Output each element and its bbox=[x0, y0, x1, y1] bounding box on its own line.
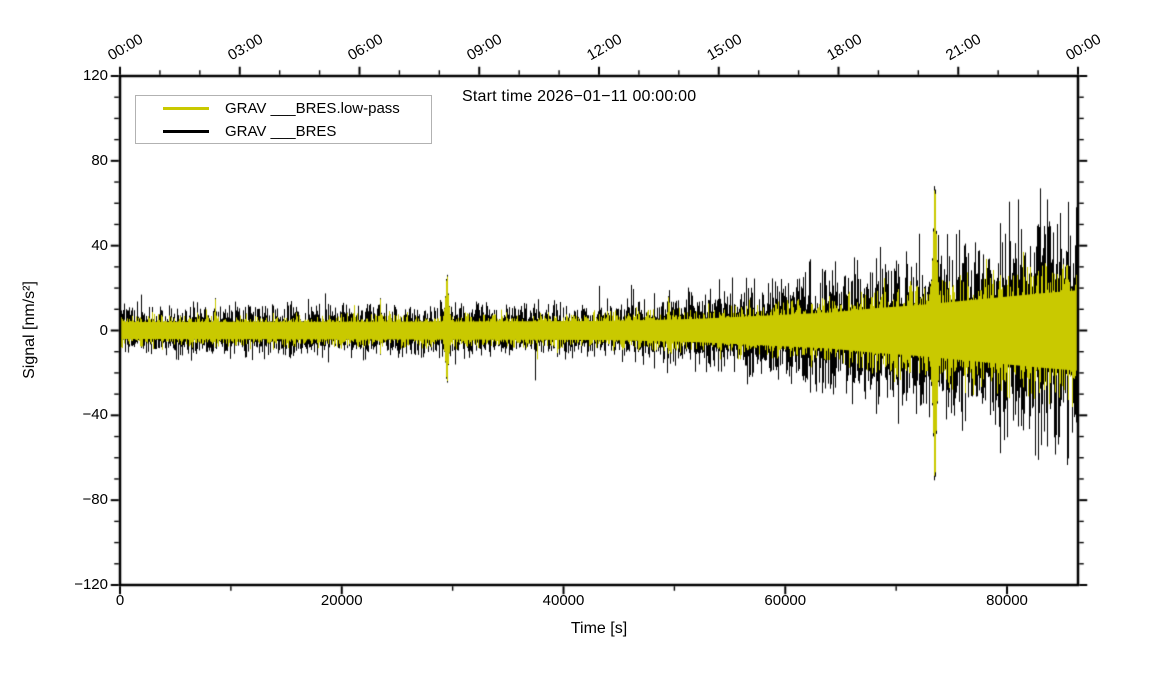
chart-title: Start time 2026−01−11 00:00:00 bbox=[462, 88, 697, 105]
y-tick-label: 0 bbox=[99, 321, 108, 339]
x-tick-label: 60000 bbox=[764, 592, 807, 609]
legend-label-raw: GRAV ___BRES bbox=[225, 122, 337, 140]
y-tick-label: −80 bbox=[82, 491, 108, 509]
legend-entry-lowpass: GRAV ___BRES.low-pass bbox=[136, 98, 431, 118]
legend-line-sample-lowpass bbox=[163, 106, 209, 110]
x-tick-label: 0 bbox=[115, 592, 125, 609]
y-tick-label: −40 bbox=[82, 406, 108, 424]
legend-line-sample-raw bbox=[163, 129, 209, 133]
legend-label-lowpass: GRAV ___BRES.low-pass bbox=[225, 99, 400, 117]
y-tick-label: −120 bbox=[74, 576, 108, 593]
y-tick-label: 120 bbox=[82, 67, 108, 84]
y-tick-label: 80 bbox=[91, 151, 108, 169]
x-tick-label: 20000 bbox=[320, 592, 363, 609]
y-axis-label: Signal [nm/s²] bbox=[21, 281, 38, 379]
x-axis-label: Time [s] bbox=[570, 620, 628, 637]
y-tick-label: 40 bbox=[91, 236, 108, 254]
x-tick-label: 80000 bbox=[986, 592, 1028, 609]
legend-entry-raw: GRAV ___BRES bbox=[136, 121, 431, 141]
x-tick-label: 40000 bbox=[542, 592, 585, 609]
legend: GRAV ___BRES.low-pass GRAV ___BRES bbox=[135, 95, 432, 144]
